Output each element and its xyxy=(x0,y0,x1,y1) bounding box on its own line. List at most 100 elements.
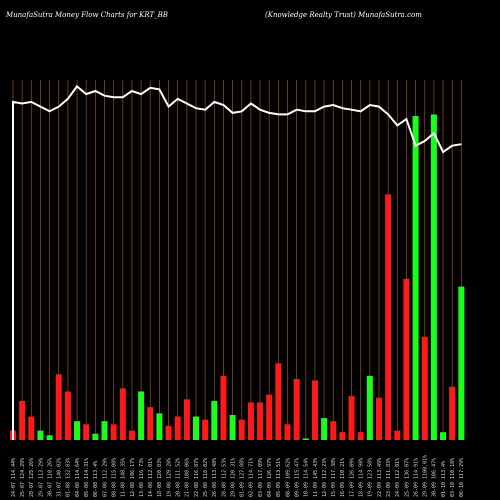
bar xyxy=(128,430,135,440)
x-tick-label: 15-09 117.38% xyxy=(331,458,337,497)
x-tick-label: 01-09 127.88% xyxy=(240,458,246,497)
x-tick-label: 26-08 113.48% xyxy=(212,458,218,497)
bar xyxy=(458,286,465,440)
x-tick-label: 09-09 115.47% xyxy=(294,458,300,497)
x-tick-label: 03-10 110.18% xyxy=(450,458,456,497)
bar xyxy=(339,432,346,440)
bar xyxy=(257,402,264,440)
x-tick-label: 16-09 110.21% xyxy=(340,458,346,497)
bar xyxy=(110,424,117,440)
x-tick-label: 18-08 120.83% xyxy=(157,458,163,497)
x-axis-labels: 24-07 114.44% 25-07 124.29% 28-07 125.26% 2… xyxy=(11,455,465,497)
x-tick-label: 01-08 132.83% xyxy=(66,458,72,497)
x-tick-label: 04-08 114.64% xyxy=(75,458,81,497)
x-tick-label: 25-08 118.02% xyxy=(203,458,209,497)
bar xyxy=(193,416,199,440)
x-tick-label: 30-07 110.26% xyxy=(47,458,53,497)
x-tick-label: 29-07 113.29% xyxy=(38,458,44,497)
bar xyxy=(385,194,392,440)
bar xyxy=(220,375,227,440)
x-tick-label: 04-09 126.97% xyxy=(267,458,273,497)
x-tick-label: 01-10 113.4% xyxy=(441,461,447,497)
x-tick-label: 19-08 129.28% xyxy=(166,458,172,497)
bar xyxy=(321,418,328,440)
x-tick-label: 08-08 115.08% xyxy=(111,458,117,497)
x-tick-label: 10-09 114.54% xyxy=(304,458,310,497)
x-tick-label: 12-09 112.23% xyxy=(322,458,328,497)
bar xyxy=(293,378,300,440)
price-line xyxy=(12,84,462,440)
x-tick-label: 24-07 114.44% xyxy=(11,458,17,497)
chart-subtitle: (Knowledge Realty Trust) MunafaSutra.com xyxy=(265,11,422,19)
bar xyxy=(449,386,456,440)
x-tick-label: 31-07 140.02% xyxy=(57,458,63,497)
bar xyxy=(19,400,26,440)
bar-series xyxy=(10,114,465,440)
x-tick-label: 05-08 114.31% xyxy=(84,458,90,497)
bar xyxy=(266,394,273,440)
x-tick-label: 29-08 120.31% xyxy=(230,458,236,497)
bar xyxy=(440,432,447,440)
bar xyxy=(348,396,355,440)
bar xyxy=(156,413,163,440)
x-tick-label: 28-07 125.26% xyxy=(29,458,35,497)
x-tick-label: 14-08 112.01% xyxy=(148,458,154,497)
chart-title: MunafaSutra Money Flow Charts for KRT_BB xyxy=(6,11,168,19)
bar xyxy=(275,363,282,440)
x-tick-label: 25-09 136.07% xyxy=(404,458,410,497)
bar xyxy=(46,435,53,440)
x-tick-label: 22-08 116.87% xyxy=(194,458,200,497)
bar xyxy=(202,419,209,440)
bar xyxy=(311,380,318,440)
x-tick-label: 22-09 113.49% xyxy=(377,458,383,497)
x-tick-label: 11-09 145.43% xyxy=(313,458,319,497)
bar xyxy=(138,391,145,440)
x-tick-label: 05-09 113.51% xyxy=(276,458,282,497)
bar xyxy=(284,424,291,440)
bar xyxy=(55,374,62,440)
x-tick-label: 17-09 126.09% xyxy=(349,458,355,497)
bar xyxy=(247,402,254,440)
x-tick-label: 06-08 113.4% xyxy=(93,461,99,497)
bar xyxy=(101,421,108,440)
bar xyxy=(394,430,401,440)
bar xyxy=(376,397,382,440)
bar xyxy=(165,425,172,440)
bar xyxy=(302,438,309,440)
bar xyxy=(330,421,337,440)
bar xyxy=(229,414,236,440)
bar xyxy=(174,416,181,440)
bar xyxy=(357,432,364,440)
bar xyxy=(74,421,81,440)
x-tick-label: 29-09 1100.01% xyxy=(423,455,429,497)
x-tick-label: 06-10 117.29% xyxy=(459,458,465,497)
bar xyxy=(366,375,373,440)
bar xyxy=(238,419,245,440)
bar xyxy=(92,433,99,440)
x-tick-label: 24-09 112.01% xyxy=(395,458,401,497)
bar xyxy=(403,278,410,440)
bar xyxy=(412,116,419,440)
bar xyxy=(211,400,218,440)
bar xyxy=(119,388,126,440)
grid-lines xyxy=(12,80,462,440)
bar xyxy=(28,416,35,440)
x-tick-label: 12-08 106.17% xyxy=(130,458,136,497)
x-tick-label: 07-08 112.29% xyxy=(102,458,108,497)
x-tick-label: 08-09 109.62% xyxy=(285,458,291,497)
x-tick-label: 03-09 117.09% xyxy=(258,458,264,497)
bar xyxy=(83,424,90,440)
x-tick-label: 18-09 114.98% xyxy=(359,458,365,497)
x-tick-label: 02-09 114.71% xyxy=(249,458,255,497)
x-tick-label: 30-09 106.47% xyxy=(432,458,438,497)
bar xyxy=(430,114,437,440)
bar xyxy=(37,430,44,440)
x-tick-label: 25-07 124.29% xyxy=(20,458,26,497)
x-tick-label: 20-08 111.52% xyxy=(176,458,182,497)
x-tick-label: 13-08 116.73% xyxy=(139,458,145,497)
x-tick-label: 28-08 112.53% xyxy=(221,458,227,497)
x-tick-label: 26-09 114.91% xyxy=(413,458,419,497)
x-tick-label: 19-09 123.58% xyxy=(368,458,374,497)
bar xyxy=(147,407,154,440)
